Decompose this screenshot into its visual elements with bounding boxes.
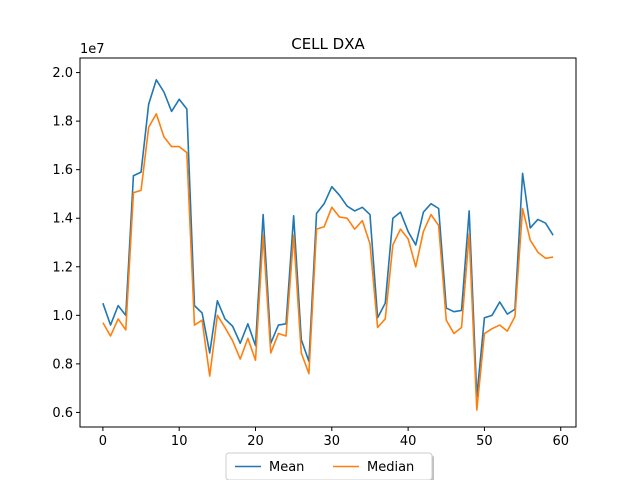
series-line-median <box>102 113 554 411</box>
series-line-mean <box>102 79 554 398</box>
legend: Mean Median <box>225 452 434 480</box>
y-offset-label: 1e7 <box>80 42 105 57</box>
legend-box <box>225 452 433 480</box>
y-tick-label: 1.2 <box>52 260 73 275</box>
axes: 0 10 20 30 40 50 60 0.6 0.8 1.0 1.2 1.4 1.6 1.8 2.0 <box>52 57 577 449</box>
plot-frame <box>79 57 577 428</box>
y-tick-label: 1.8 <box>52 115 73 130</box>
y-tick-label: 0.8 <box>52 357 73 372</box>
x-tick-label: 20 <box>247 434 264 449</box>
chart-title: CELL DXA <box>291 35 365 53</box>
x-tick-label: 60 <box>552 434 569 449</box>
plot-lines <box>102 79 554 411</box>
y-tick-label: 0.6 <box>52 406 73 421</box>
x-tick-label: 50 <box>476 434 493 449</box>
x-tick-label: 30 <box>324 434 341 449</box>
y-tick-label: 1.4 <box>52 212 73 227</box>
x-tick-label: 40 <box>400 434 417 449</box>
y-tick-label: 2.0 <box>52 66 73 81</box>
x-tick-label: 10 <box>171 434 188 449</box>
x-tick-label: 0 <box>99 434 107 449</box>
legend-label-median: Median <box>367 460 414 475</box>
legend-label-mean: Mean <box>269 460 304 475</box>
y-tick-label: 1.6 <box>52 163 73 178</box>
y-tick-label: 1.0 <box>52 309 73 324</box>
